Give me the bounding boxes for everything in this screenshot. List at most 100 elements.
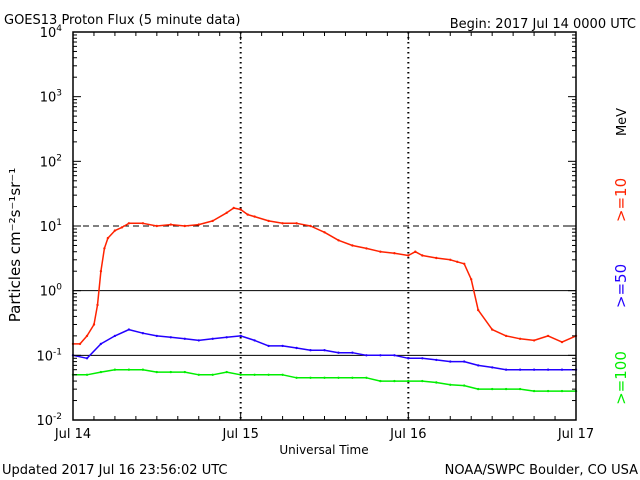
data-point-gt100 [281, 373, 284, 376]
data-point-gt100 [407, 379, 410, 383]
data-point-gt50 [421, 357, 424, 360]
data-point-gt100 [546, 389, 550, 393]
y-tick-exponent: 2 [56, 153, 62, 163]
data-point-gt10 [169, 223, 172, 226]
data-point-gt10 [421, 254, 424, 257]
data-point-gt100 [449, 383, 452, 386]
grid-lines [73, 32, 576, 420]
data-point-gt10 [532, 339, 536, 342]
data-point-gt50 [309, 349, 312, 352]
data-point-gt50 [491, 366, 494, 369]
legend-entry-gt10: >=10 [612, 178, 630, 222]
data-point-gt10 [103, 247, 106, 250]
data-point-gt10 [323, 231, 326, 234]
x-tick-label: Jul 16 [389, 427, 426, 442]
data-point-gt10 [127, 222, 131, 225]
data-point-gt100 [239, 373, 242, 376]
data-point-gt50 [518, 368, 522, 371]
y-tick-label: 100 [40, 283, 63, 300]
data-point-gt100 [197, 373, 200, 376]
data-point-gt100 [211, 373, 214, 376]
data-point-gt10 [379, 250, 382, 253]
data-point-gt100 [295, 376, 298, 379]
x-axis-label: Universal Time [279, 443, 368, 457]
data-point-gt10 [141, 222, 145, 225]
data-point-gt10 [463, 262, 466, 265]
data-point-gt50 [85, 357, 89, 360]
data-point-gt10 [183, 224, 186, 228]
data-point-gt100 [560, 389, 564, 393]
data-point-gt50 [267, 344, 270, 348]
data-point-gt50 [141, 332, 145, 335]
data-point-gt10 [211, 219, 214, 223]
series-line-gt10 [73, 207, 577, 345]
units-label: MeV [615, 108, 630, 136]
data-point-gt50 [532, 368, 536, 371]
data-point-gt10 [393, 252, 396, 255]
data-point-gt50 [337, 351, 340, 354]
legend: >=10 >=50 >=100 [612, 178, 630, 405]
data-point-gt100 [351, 376, 354, 379]
data-point-gt100 [99, 370, 103, 374]
data-point-gt100 [113, 368, 117, 371]
data-point-gt100 [169, 370, 172, 374]
data-point-gt10 [113, 229, 117, 232]
data-point-gt100 [267, 373, 270, 376]
data-point-gt50 [113, 334, 117, 338]
data-point-gt100 [463, 384, 466, 387]
data-point-gt10 [267, 219, 270, 223]
data-point-gt10 [106, 236, 110, 240]
data-point-gt100 [253, 373, 256, 376]
data-point-gt50 [225, 336, 228, 339]
data-point-gt10 [232, 206, 235, 210]
data-point-gt100 [155, 370, 158, 374]
y-tick-exponent: 4 [56, 24, 62, 34]
data-point-gt10 [309, 224, 312, 228]
data-point-gt50 [435, 358, 438, 362]
data-point-gt10 [253, 215, 256, 218]
data-point-gt10 [295, 222, 298, 225]
y-tick-exponent: 3 [56, 89, 62, 99]
y-tick-label: 102 [40, 153, 62, 170]
chart-title: GOES13 Proton Flux (5 minute data) [4, 13, 240, 28]
data-point-gt100 [85, 373, 89, 376]
data-point-gt10 [560, 340, 564, 344]
data-point-gt50 [127, 328, 131, 331]
data-point-gt10 [78, 342, 82, 346]
x-tick-label: Jul 14 [54, 427, 91, 442]
data-point-gt10 [92, 323, 96, 326]
series-line-gt100 [73, 368, 576, 392]
data-point-gt50 [295, 346, 298, 350]
data-point-gt100 [365, 376, 368, 379]
x-tick-label: Jul 17 [557, 427, 594, 442]
data-point-gt10 [491, 328, 494, 331]
data-point-gt50 [393, 354, 396, 357]
data-point-gt10 [239, 208, 242, 211]
data-point-gt50 [546, 368, 550, 371]
credit-label: NOAA/SWPC Boulder, CO USA [445, 463, 638, 478]
data-point-gt50 [211, 337, 214, 340]
data-point-gt50 [379, 354, 382, 357]
data-point-gt100 [532, 389, 536, 393]
data-point-gt50 [351, 351, 354, 354]
data-point-gt10 [337, 239, 340, 242]
data-point-gt50 [407, 357, 410, 360]
data-point-gt50 [477, 364, 480, 367]
data-point-gt10 [518, 337, 522, 340]
data-point-gt50 [99, 342, 103, 346]
data-point-gt100 [337, 376, 340, 379]
data-point-gt10 [546, 334, 550, 338]
data-point-gt50 [253, 339, 256, 342]
data-point-gt100 [323, 376, 326, 379]
data-point-gt100 [127, 368, 131, 371]
data-point-gt50 [281, 344, 284, 348]
y-tick-label: 103 [40, 89, 62, 106]
data-point-gt10 [435, 256, 438, 260]
data-point-gt50 [169, 336, 172, 339]
data-point-gt50 [155, 334, 158, 338]
data-point-gt10 [414, 250, 417, 253]
data-point-gt100 [504, 387, 508, 391]
data-point-gt50 [449, 360, 452, 363]
